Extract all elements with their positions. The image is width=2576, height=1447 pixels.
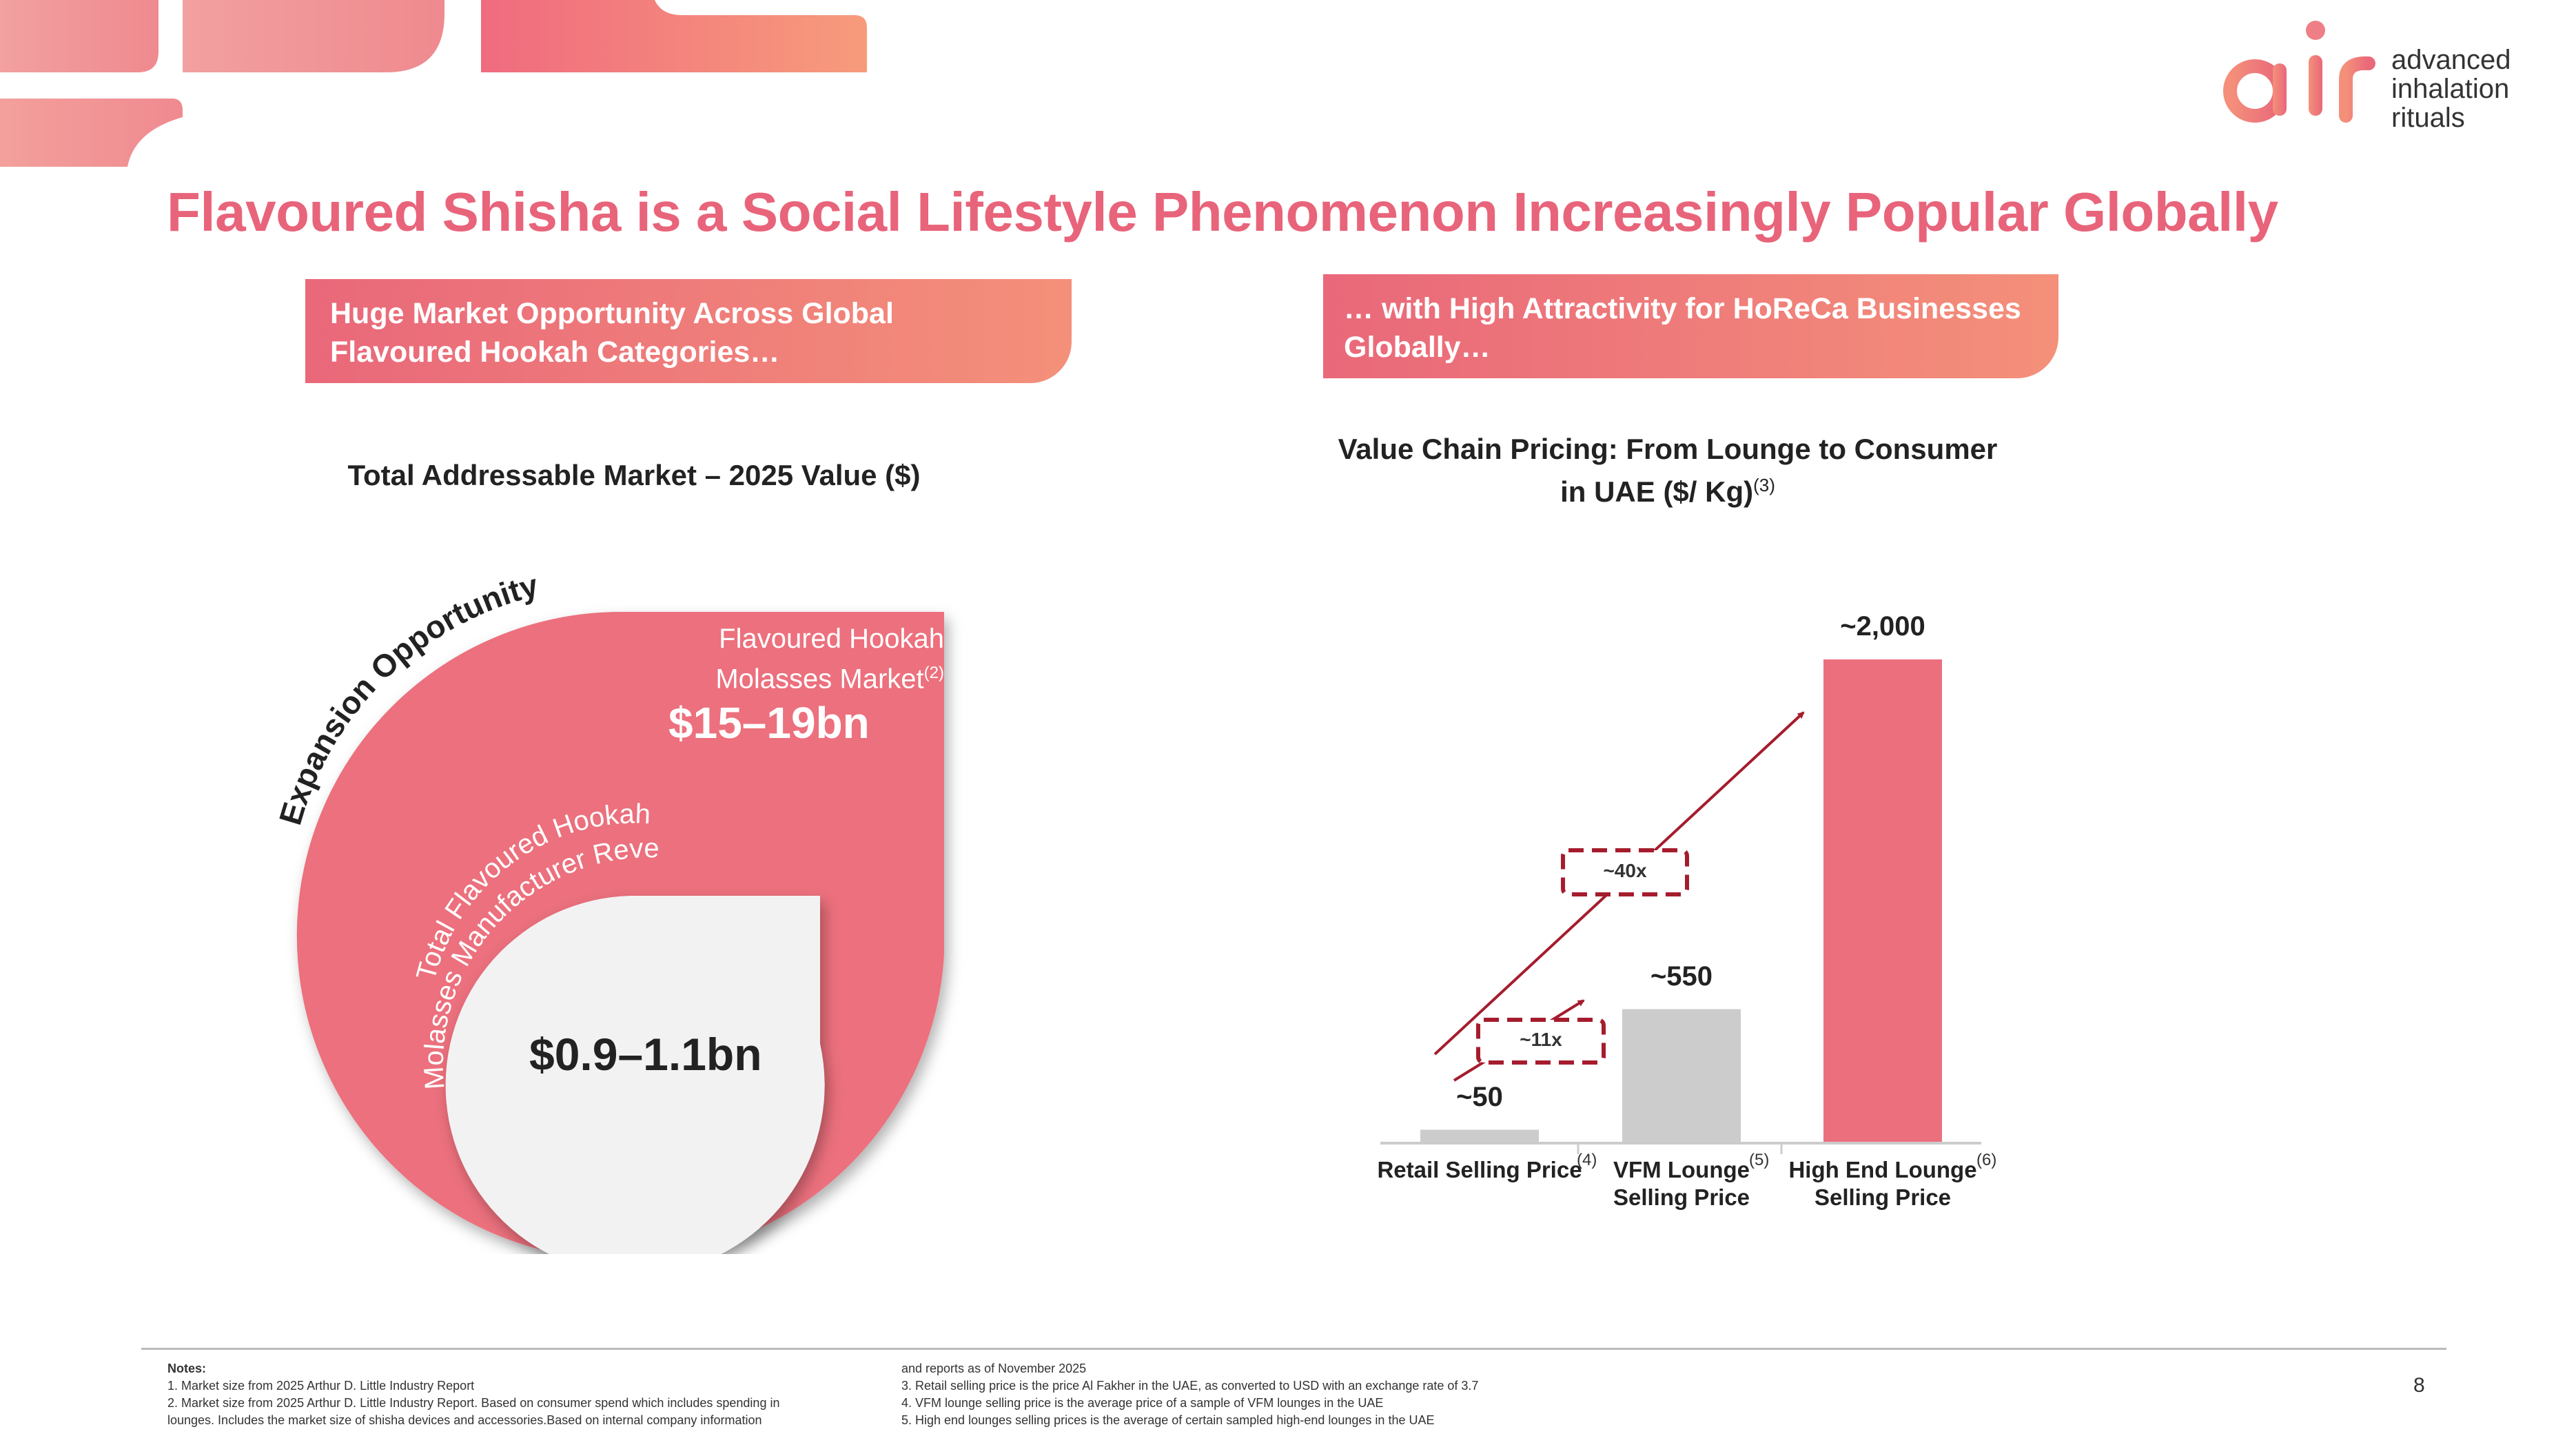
category-label-2-line-1: VFM Lounge bbox=[1613, 1157, 1750, 1182]
decorative-header-shapes bbox=[0, 0, 867, 167]
value-chain-title-note: (3) bbox=[1753, 475, 1775, 495]
notes-column-1: Notes: 1. Market size from 2025 Arthur D… bbox=[167, 1360, 779, 1429]
category-label-2-line-2: Selling Price bbox=[1613, 1184, 1750, 1210]
right-header-line-2: Globally… bbox=[1344, 331, 1491, 364]
bar-1 bbox=[1420, 1129, 1539, 1142]
logo-line-3: rituals bbox=[2391, 103, 2465, 133]
category-label-3-line-2: Selling Price bbox=[1814, 1184, 1952, 1210]
tam-section-title: Total Addressable Market – 2025 Value ($… bbox=[347, 459, 921, 491]
multiplier-label-11x: ~11x bbox=[1520, 1029, 1562, 1050]
data-label-3: ~2,000 bbox=[1840, 611, 1925, 642]
note-5: 5. High end lounges selling prices is th… bbox=[901, 1413, 1435, 1427]
logo-wordmark: advanced inhalation rituals bbox=[2391, 45, 2511, 132]
left-header-line-2: Flavoured Hookah Categories… bbox=[330, 336, 780, 369]
category-label-2: VFM Lounge Selling Price bbox=[1578, 1156, 1785, 1211]
tam-diagram: Expansion Opportunity Total Flavoured Ho… bbox=[262, 551, 944, 1254]
notes-heading: Notes: bbox=[167, 1362, 207, 1375]
logo-line-1: advanced bbox=[2391, 45, 2511, 75]
category-label-1: Retail Selling Price bbox=[1376, 1156, 1583, 1184]
category-label-1-line-1: Retail Selling Price bbox=[1377, 1157, 1582, 1182]
outer-market-label: Flavoured Hookah Molasses Market(2) bbox=[620, 622, 944, 696]
note-1: 1. Market size from 2025 Arthur D. Littl… bbox=[167, 1379, 475, 1393]
value-chain-section-title: Value Chain Pricing: From Lounge to Cons… bbox=[1289, 431, 2047, 510]
category-label-3-line-1: High End Lounge bbox=[1788, 1157, 1977, 1182]
multiplier-box-11x bbox=[1476, 1018, 1606, 1065]
note-2: 2. Market size from 2025 Arthur D. Littl… bbox=[167, 1396, 780, 1410]
category-label-3: High End Lounge Selling Price bbox=[1779, 1156, 1986, 1211]
note-4: 4. VFM lounge selling price is the avera… bbox=[901, 1396, 1384, 1410]
inner-market-shape bbox=[445, 896, 825, 1254]
outer-label-note: (2) bbox=[923, 664, 944, 682]
multiplier-label-40x: ~40x bbox=[1603, 860, 1647, 881]
outer-market-value: $15–19bn bbox=[668, 698, 870, 748]
data-label-1: ~50 bbox=[1456, 1081, 1503, 1112]
note-3: 3. Retail selling price is the price Al … bbox=[901, 1379, 1479, 1393]
page-number: 8 bbox=[2413, 1374, 2425, 1397]
footer-divider bbox=[141, 1348, 2446, 1350]
note-2-cont-2: and reports as of November 2025 bbox=[901, 1362, 1087, 1375]
air-logo-icon bbox=[2223, 21, 2375, 123]
outer-label-line-1: Flavoured Hookah bbox=[719, 624, 944, 654]
inner-market-value: $0.9–1.1bn bbox=[529, 1029, 762, 1080]
slide-title: Flavoured Shisha is a Social Lifestyle P… bbox=[167, 181, 2278, 243]
outer-label-line-2: Molasses Market(2) bbox=[715, 664, 944, 695]
left-section-header: Huge Market Opportunity Across Global Fl… bbox=[305, 279, 1072, 383]
category-note-2: (5) bbox=[1749, 1151, 1770, 1169]
right-header-line-1: … with High Attractivity for HoReCa Busi… bbox=[1344, 292, 2021, 325]
value-chain-title-line-2: in UAE ($/ Kg)(3) bbox=[1560, 475, 1775, 508]
category-note-3: (6) bbox=[1976, 1151, 1997, 1169]
notes-column-2: and reports as of November 2025 3. Retai… bbox=[901, 1360, 1478, 1429]
logo-line-2: inhalation bbox=[2391, 74, 2510, 104]
data-label-2: ~550 bbox=[1650, 961, 1713, 992]
bar-3 bbox=[1823, 659, 1942, 1142]
right-section-header: … with High Attractivity for HoReCa Busi… bbox=[1323, 274, 2058, 378]
multiplier-box-40x bbox=[1561, 848, 1689, 896]
left-header-line-1: Huge Market Opportunity Across Global bbox=[330, 297, 894, 330]
note-2-cont: lounges. Includes the market size of shi… bbox=[167, 1413, 762, 1427]
bar-2 bbox=[1622, 1009, 1741, 1142]
value-chain-title-line-1: Value Chain Pricing: From Lounge to Cons… bbox=[1338, 433, 1998, 465]
category-note-1: (4) bbox=[1577, 1151, 1597, 1169]
